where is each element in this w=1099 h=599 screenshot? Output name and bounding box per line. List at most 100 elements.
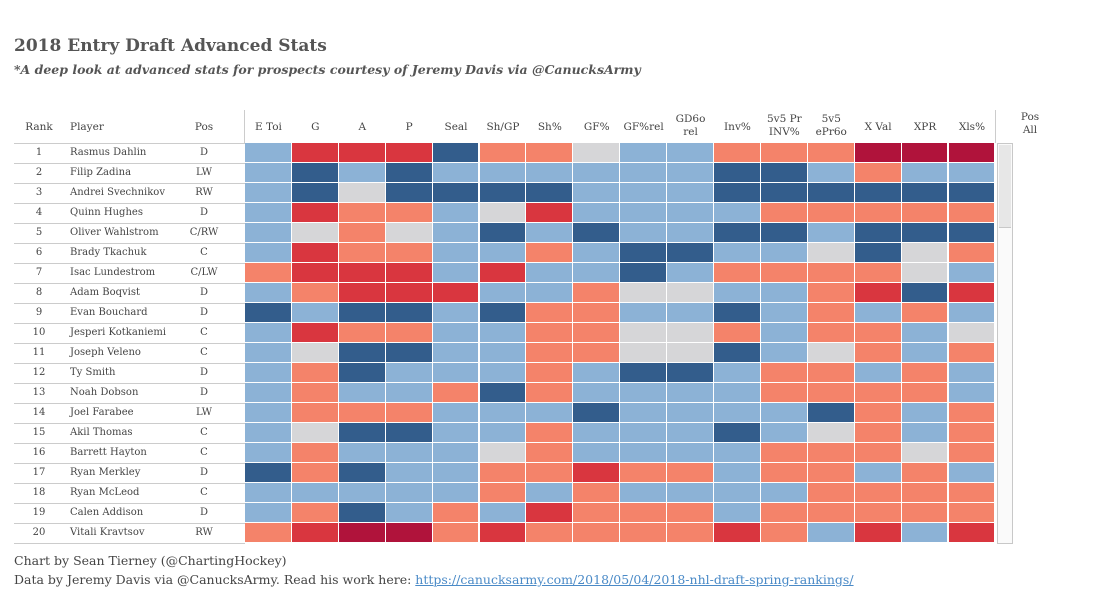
heatmap-cell[interactable] bbox=[245, 403, 292, 423]
heatmap-cell[interactable] bbox=[573, 503, 621, 523]
heatmap-cell[interactable] bbox=[901, 183, 949, 203]
heatmap-cell[interactable] bbox=[901, 243, 949, 263]
heatmap-cell[interactable] bbox=[385, 183, 433, 203]
heatmap-cell[interactable] bbox=[760, 203, 808, 223]
heatmap-cell[interactable] bbox=[432, 243, 480, 263]
heatmap-cell[interactable] bbox=[760, 323, 808, 343]
heatmap-cell[interactable] bbox=[760, 143, 808, 163]
heatmap-cell[interactable] bbox=[245, 283, 292, 303]
heatmap-cell[interactable] bbox=[385, 523, 433, 543]
heatmap-cell[interactable] bbox=[245, 423, 292, 443]
heatmap-cell[interactable] bbox=[573, 343, 621, 363]
heatmap-cell[interactable] bbox=[807, 383, 855, 403]
heatmap-cell[interactable] bbox=[573, 523, 621, 543]
heatmap-cell[interactable] bbox=[714, 403, 761, 423]
heatmap-cell[interactable] bbox=[479, 523, 527, 543]
heatmap-cell[interactable] bbox=[338, 463, 386, 483]
heatmap-cell[interactable] bbox=[291, 163, 339, 183]
heatmap-cell[interactable] bbox=[620, 343, 668, 363]
heatmap-cell[interactable] bbox=[245, 363, 292, 383]
heatmap-cell[interactable] bbox=[573, 183, 621, 203]
heatmap-cell[interactable] bbox=[620, 403, 668, 423]
heatmap-cell[interactable] bbox=[526, 483, 574, 503]
heatmap-cell[interactable] bbox=[291, 483, 339, 503]
heatmap-cell[interactable] bbox=[948, 403, 996, 423]
heatmap-cell[interactable] bbox=[338, 503, 386, 523]
heatmap-cell[interactable] bbox=[760, 303, 808, 323]
heatmap-cell[interactable] bbox=[667, 483, 714, 503]
heatmap-cell[interactable] bbox=[948, 243, 996, 263]
heatmap-cell[interactable] bbox=[479, 323, 527, 343]
heatmap-cell[interactable] bbox=[479, 163, 527, 183]
heatmap-cell[interactable] bbox=[432, 323, 480, 343]
heatmap-cell[interactable] bbox=[338, 423, 386, 443]
heatmap-cell[interactable] bbox=[714, 243, 761, 263]
heatmap-cell[interactable] bbox=[901, 203, 949, 223]
heatmap-cell[interactable] bbox=[667, 223, 714, 243]
heatmap-cell[interactable] bbox=[526, 323, 574, 343]
heatmap-cell[interactable] bbox=[620, 443, 668, 463]
heatmap-cell[interactable] bbox=[807, 223, 855, 243]
heatmap-cell[interactable] bbox=[385, 383, 433, 403]
heatmap-cell[interactable] bbox=[245, 203, 292, 223]
heatmap-cell[interactable] bbox=[245, 443, 292, 463]
heatmap-cell[interactable] bbox=[526, 463, 574, 483]
heatmap-cell[interactable] bbox=[245, 383, 292, 403]
heatmap-cell[interactable] bbox=[948, 423, 996, 443]
heatmap-cell[interactable] bbox=[948, 443, 996, 463]
heatmap-cell[interactable] bbox=[573, 483, 621, 503]
heatmap-cell[interactable] bbox=[807, 243, 855, 263]
source-link[interactable]: https://canucksarmy.com/2018/05/04/2018-… bbox=[415, 572, 854, 587]
heatmap-cell[interactable] bbox=[291, 243, 339, 263]
heatmap-cell[interactable] bbox=[620, 363, 668, 383]
heatmap-cell[interactable] bbox=[573, 463, 621, 483]
heatmap-cell[interactable] bbox=[291, 383, 339, 403]
heatmap-cell[interactable] bbox=[479, 463, 527, 483]
heatmap-cell[interactable] bbox=[807, 183, 855, 203]
heatmap-cell[interactable] bbox=[667, 203, 714, 223]
heatmap-cell[interactable] bbox=[526, 443, 574, 463]
heatmap-cell[interactable] bbox=[526, 383, 574, 403]
heatmap-cell[interactable] bbox=[526, 523, 574, 543]
heatmap-cell[interactable] bbox=[667, 183, 714, 203]
heatmap-cell[interactable] bbox=[760, 383, 808, 403]
heatmap-cell[interactable] bbox=[760, 363, 808, 383]
heatmap-cell[interactable] bbox=[854, 503, 902, 523]
heatmap-cell[interactable] bbox=[667, 423, 714, 443]
scrollbar-thumb[interactable] bbox=[999, 145, 1011, 228]
heatmap-cell[interactable] bbox=[245, 303, 292, 323]
heatmap-cell[interactable] bbox=[291, 143, 339, 163]
heatmap-cell[interactable] bbox=[854, 143, 902, 163]
heatmap-cell[interactable] bbox=[667, 363, 714, 383]
vertical-scrollbar[interactable] bbox=[997, 143, 1013, 544]
heatmap-cell[interactable] bbox=[620, 203, 668, 223]
heatmap-cell[interactable] bbox=[948, 163, 996, 183]
heatmap-cell[interactable] bbox=[526, 283, 574, 303]
heatmap-cell[interactable] bbox=[245, 163, 292, 183]
heatmap-cell[interactable] bbox=[714, 383, 761, 403]
heatmap-cell[interactable] bbox=[432, 183, 480, 203]
heatmap-cell[interactable] bbox=[901, 383, 949, 403]
heatmap-cell[interactable] bbox=[385, 483, 433, 503]
heatmap-cell[interactable] bbox=[338, 203, 386, 223]
heatmap-cell[interactable] bbox=[338, 163, 386, 183]
heatmap-cell[interactable] bbox=[479, 483, 527, 503]
heatmap-cell[interactable] bbox=[948, 183, 996, 203]
heatmap-cell[interactable] bbox=[760, 283, 808, 303]
heatmap-cell[interactable] bbox=[526, 163, 574, 183]
heatmap-cell[interactable] bbox=[573, 363, 621, 383]
heatmap-cell[interactable] bbox=[620, 223, 668, 243]
heatmap-cell[interactable] bbox=[526, 503, 574, 523]
heatmap-cell[interactable] bbox=[479, 183, 527, 203]
heatmap-cell[interactable] bbox=[245, 483, 292, 503]
heatmap-cell[interactable] bbox=[854, 183, 902, 203]
heatmap-cell[interactable] bbox=[526, 183, 574, 203]
heatmap-cell[interactable] bbox=[760, 523, 808, 543]
heatmap-cell[interactable] bbox=[385, 163, 433, 183]
heatmap-cell[interactable] bbox=[291, 403, 339, 423]
heatmap-cell[interactable] bbox=[291, 223, 339, 243]
heatmap-cell[interactable] bbox=[667, 323, 714, 343]
heatmap-cell[interactable] bbox=[714, 283, 761, 303]
heatmap-cell[interactable] bbox=[432, 523, 480, 543]
heatmap-cell[interactable] bbox=[338, 383, 386, 403]
